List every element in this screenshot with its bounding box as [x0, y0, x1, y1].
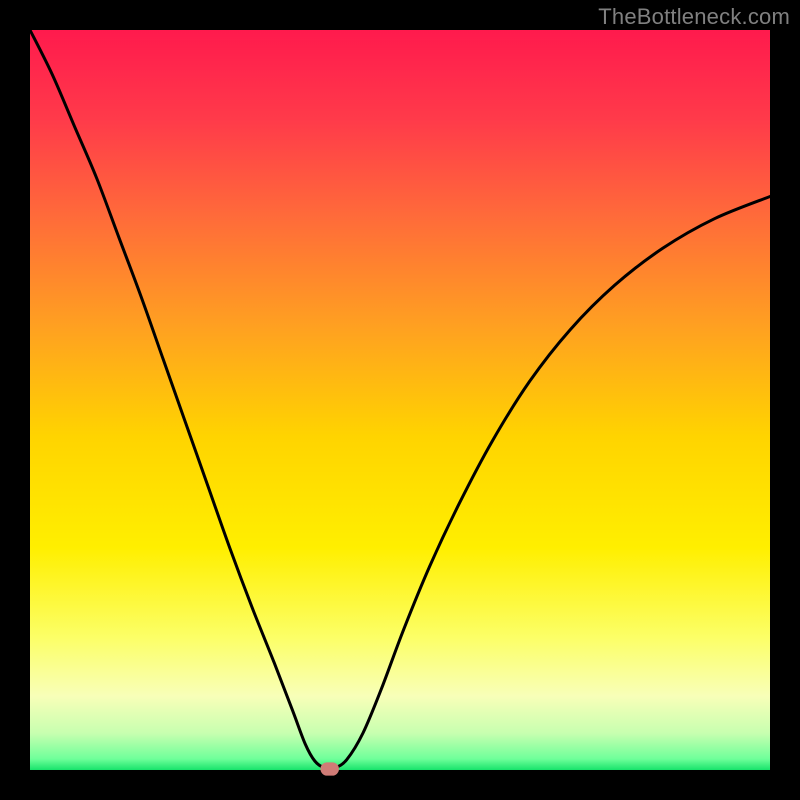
trough-marker — [320, 762, 339, 775]
outer-frame: TheBottleneck.com — [0, 0, 800, 800]
bottleneck-chart — [0, 0, 800, 800]
watermark-text: TheBottleneck.com — [598, 4, 790, 30]
plot-background — [30, 30, 770, 770]
